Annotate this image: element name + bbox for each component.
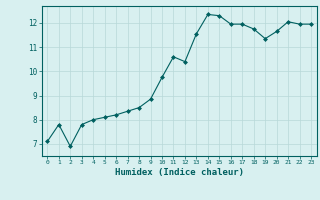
X-axis label: Humidex (Indice chaleur): Humidex (Indice chaleur) — [115, 168, 244, 177]
